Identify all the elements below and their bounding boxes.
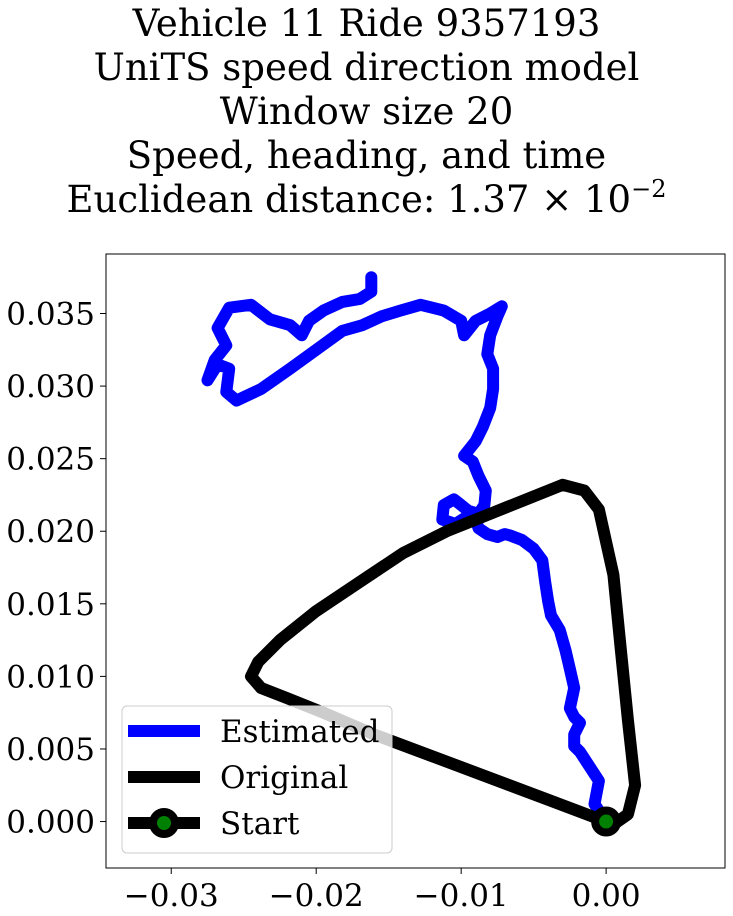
y-tick-label: 0.020 bbox=[6, 514, 95, 550]
title-line-2: UniTS speed direction model bbox=[93, 46, 640, 89]
start-marker bbox=[591, 806, 622, 837]
x-tick-label: −0.02 bbox=[269, 878, 364, 914]
legend: Estimated Original Start bbox=[121, 705, 393, 854]
y-tick-label: 0.025 bbox=[6, 442, 95, 478]
title-line-1: Vehicle 11 Ride 9357193 bbox=[132, 2, 601, 45]
legend-start-marker bbox=[149, 808, 179, 838]
x-tick-label: −0.01 bbox=[414, 878, 509, 914]
legend-label-original: Original bbox=[220, 760, 348, 796]
title-distance-exponent: −2 bbox=[631, 175, 667, 203]
y-tick-label: 0.000 bbox=[6, 805, 95, 841]
title-distance-prefix: Euclidean distance: 1.37 × 10 bbox=[66, 178, 632, 221]
y-tick-label: 0.005 bbox=[6, 732, 95, 768]
y-tick-label: 0.010 bbox=[6, 659, 95, 695]
y-tick-label: 0.030 bbox=[6, 369, 95, 405]
series-line-estimated bbox=[201, 271, 613, 828]
y-tick-label: 0.015 bbox=[6, 587, 95, 623]
y-tick-label: 0.035 bbox=[6, 297, 95, 333]
chart-title: Vehicle 11 Ride 9357193 UniTS speed dire… bbox=[0, 2, 733, 222]
title-line-5: Euclidean distance: 1.37 × 10−2 bbox=[0, 175, 733, 222]
plot-frame bbox=[105, 253, 726, 869]
x-axis: −0.03 −0.02 −0.01 0.00 bbox=[124, 868, 641, 914]
title-line-3: Window size 20 bbox=[219, 90, 514, 133]
legend-box bbox=[121, 705, 393, 854]
x-tick-label: 0.00 bbox=[572, 878, 641, 914]
y-axis: 0.000 0.005 0.010 0.015 0.020 0.025 0.030 0.035 bbox=[6, 297, 106, 841]
legend-label-estimated: Estimated bbox=[220, 714, 379, 750]
x-tick-label: −0.03 bbox=[124, 878, 219, 914]
legend-label-start: Start bbox=[220, 806, 300, 842]
title-line-4: Speed, heading, and time bbox=[126, 134, 607, 177]
